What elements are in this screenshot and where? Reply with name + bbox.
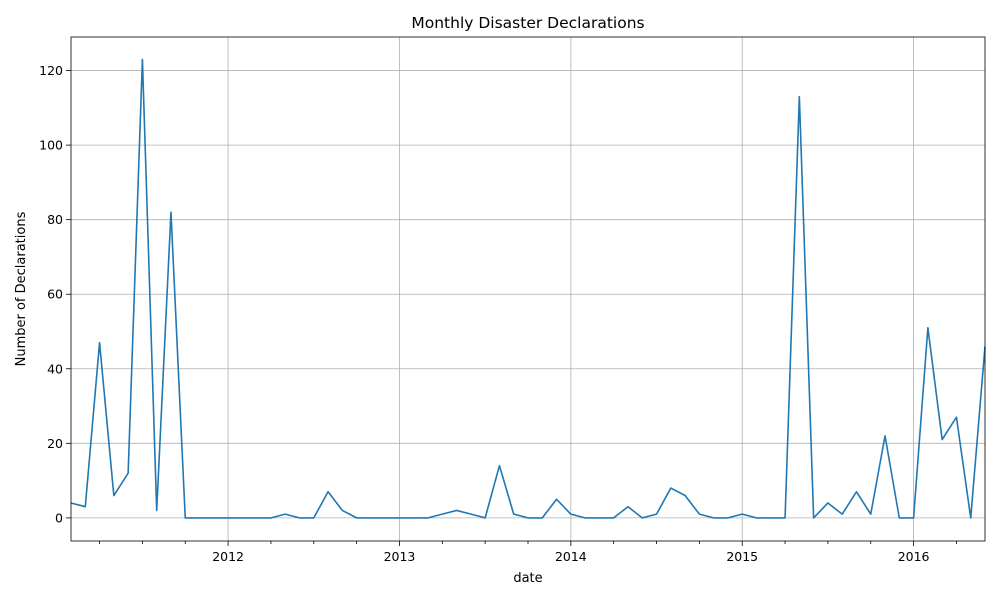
chart-title: Monthly Disaster Declarations <box>411 14 644 32</box>
y-tick-label: 120 <box>39 63 63 78</box>
y-tick-label: 40 <box>47 361 63 376</box>
x-axis-label: date <box>513 571 542 586</box>
series-layer <box>70 58 986 519</box>
x-tick-label: 2014 <box>555 549 587 564</box>
y-axis-label: Number of Declarations <box>14 211 29 366</box>
y-tick-label: 0 <box>55 510 63 525</box>
x-tick-label: 2016 <box>898 549 930 564</box>
y-tick-label: 80 <box>47 212 63 227</box>
y-axis: 0 20 40 60 80 100 120 <box>39 63 71 525</box>
y-tick-label: 60 <box>47 287 63 302</box>
grid <box>71 37 985 541</box>
series-line <box>70 58 986 519</box>
x-tick-label: 2013 <box>384 549 416 564</box>
x-tick-label: 2012 <box>212 549 244 564</box>
x-axis: 2012 2013 2014 2015 2016 <box>99 541 957 564</box>
x-tick-label: 2015 <box>726 549 758 564</box>
y-tick-label: 20 <box>47 436 63 451</box>
y-tick-label: 100 <box>39 138 63 153</box>
